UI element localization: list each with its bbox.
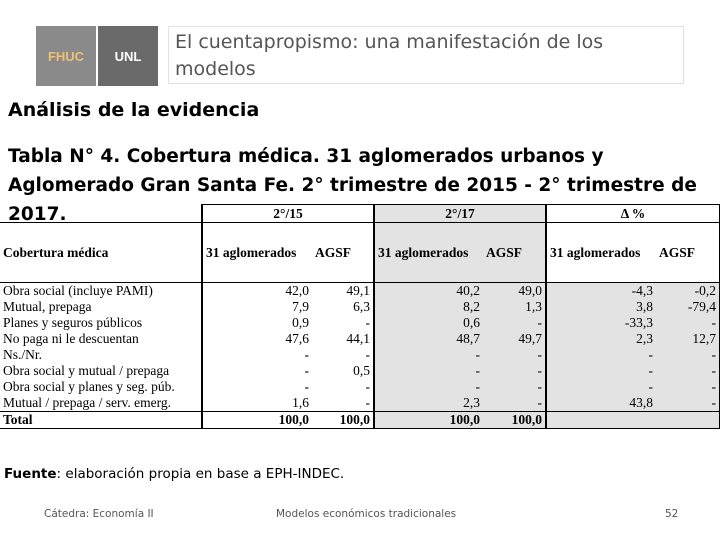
table-row: Ns./Nr. - - - - - - [0,347,720,363]
column-header-row: Cobertura médica 31 aglomerados AGSF 31 … [0,222,720,283]
table-cell: 1,3 [483,299,546,315]
table-row: No paga ni le descuentan 47,6 44,1 48,7 49,7… [0,331,720,347]
table-cell: 8,2 [373,299,483,315]
table-cell: 6,3 [353,299,370,314]
period-header: Δ % [544,204,720,223]
row-label: Mutual, prepaga [3,299,92,314]
table-cell: - [483,395,546,412]
table-cell: 42,0 [201,282,312,299]
table-cell: 100,0 [483,411,546,429]
table-cell: 40,2 [373,282,483,299]
table-cell: 49,1 [346,283,370,298]
table-cell: - [201,347,312,363]
source-text: : elaboración propia en base a EPH-INDEC… [56,466,345,482]
table-cell: 3,8 [545,299,656,315]
table-cell: -0,2 [656,282,720,299]
table-row: Planes y seguros públicos 0,9-0,6- -33,3- [0,315,720,331]
table-cell: -33,3 [545,315,656,331]
table-cell: 49,0 [483,282,546,299]
table-cell: 100,0 [373,411,483,429]
table-cell: 2,3 [373,395,483,412]
footer-topic: Modelos económicos tradicionales [276,508,457,520]
table-cell: - [365,347,371,362]
column-header: AGSF [312,222,374,283]
column-header: 31 aglomerados [545,222,656,283]
row-label: Mutual / prepaga / serv. emerg. [3,395,171,410]
table-cell: - [201,379,312,395]
column-header: 31 aglomerados [201,222,312,283]
period-header: 2°/17 [373,204,546,223]
source-label: Fuente [4,466,57,482]
table-cell: - [201,363,312,379]
row-label: Obra social y mutual / prepaga [3,363,170,378]
total-row: Total 100,0 100,0 100,0 100,0 [0,411,720,429]
row-label: Obra social (incluye PAMI) [3,283,153,298]
table-cell: - [365,379,371,394]
table-cell: - [545,347,656,363]
row-label: Obra social y planes y seg. púb. [3,379,175,394]
page-number: 52 [665,508,679,520]
table-cell: 44,1 [346,331,370,346]
table-row: Obra social y mutual / prepaga -0,5- - - - [0,363,720,379]
footer-course: Cátedra: Economía II [44,508,154,520]
period-header: 2°/15 [201,204,374,223]
table-cell: 100,0 [312,411,374,429]
table-cell: - [483,347,546,363]
table-cell: 100,0 [201,411,312,429]
logo-group: FHUC UNL [36,26,158,86]
table-cell: - [483,315,546,331]
source-note: Fuente: elaboración propia en base a EPH… [4,466,344,482]
unl-logo: UNL [98,26,158,86]
column-header: 31 aglomerados [373,222,483,283]
row-label: Planes y seguros públicos [3,315,143,330]
table-cell: - [373,379,483,395]
fhuc-logo: FHUC [36,26,96,86]
table-caption: Tabla N° 4. Cobertura médica. 31 aglomer… [8,146,697,225]
table-cell: - [656,363,720,379]
table-cell [656,411,720,429]
table-cell: - [545,363,656,379]
table-cell: - [365,315,371,330]
table-cell: 0,9 [201,315,312,331]
row-label: Ns./Nr. [3,347,43,362]
table-cell: - [483,379,546,395]
table-cell: 2,3 [545,331,656,347]
table-cell: -4,3 [545,282,656,299]
section-heading: Análisis de la evidencia [8,99,260,121]
column-header: AGSF [483,222,546,283]
table-cell: 49,7 [483,331,546,347]
table-cell: - [656,315,720,331]
table-cell: - [483,363,546,379]
table-cell: 7,9 [201,299,312,315]
table-row: Mutual / prepaga / serv. emerg. 1,6-2,3-4… [0,395,720,412]
table-cell: 12,7 [656,331,720,347]
slide-title: El cuentapropismo: una manifestación de … [168,26,684,84]
table-cell: 0,6 [373,315,483,331]
table-cell: - [545,379,656,395]
table-cell: 43,8 [545,395,656,412]
row-header: Cobertura médica [0,222,202,283]
table-cell: - [373,363,483,379]
table-cell: 47,6 [201,331,312,347]
table-row: Obra social (incluye PAMI) 42,0 49,1 40,2 49… [0,282,720,299]
table-cell: - [656,395,720,412]
table-cell: 0,5 [353,363,370,378]
table-cell: - [373,347,483,363]
table-cell [545,411,656,429]
empty-corner [0,205,202,223]
period-header-row: 2°/15 2°/17 Δ % [0,204,720,223]
row-label: Total [0,411,202,429]
column-header: AGSF [656,222,720,283]
row-label: No paga ni le descuentan [3,331,139,346]
table-cell: -79,4 [656,299,720,315]
table-row: Obra social y planes y seg. púb. - - - - - - [0,379,720,395]
table-cell: - [656,379,720,395]
table-cell: 1,6 [201,395,312,412]
table-row: Mutual, prepaga 7,9 6,3 8,2 1,3 3,8 -79,4 [0,299,720,315]
table-cell: - [365,395,371,410]
table-cell: 48,7 [373,331,483,347]
coverage-table: 2°/15 2°/17 Δ % Cobertura médica 31 aglo… [0,204,720,455]
table-cell: - [656,347,720,363]
